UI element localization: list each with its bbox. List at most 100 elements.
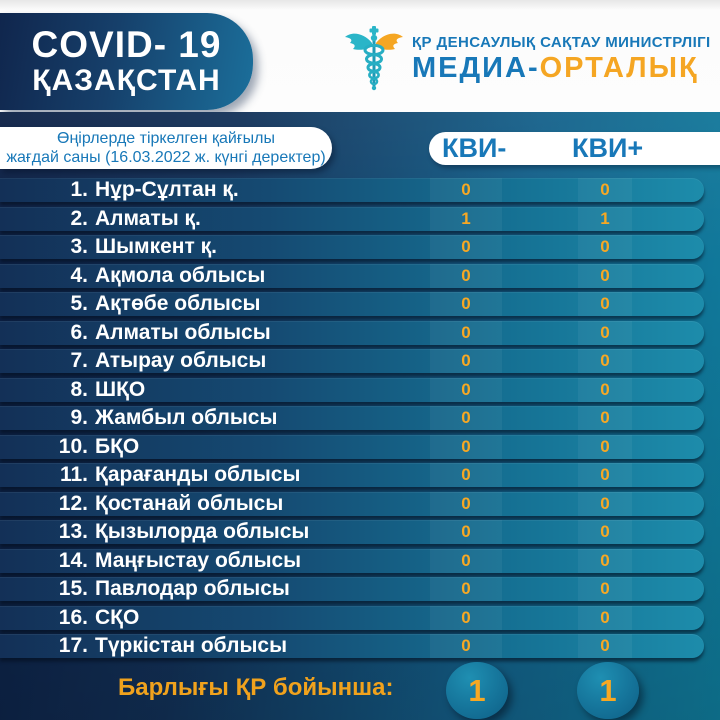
table-row: 8. ШҚО 0 0 <box>0 377 704 402</box>
table-row: 7. Атырау облысы 0 0 <box>0 349 704 373</box>
kvi-minus-value: 0 <box>461 351 471 370</box>
kvi-plus-column-strip <box>578 292 632 316</box>
total-label: Барлығы ҚР бойынша: <box>118 674 394 701</box>
kvi-plus-column-strip <box>578 377 632 402</box>
region-name: СҚО <box>95 605 140 629</box>
total-kvi-plus-badge: 1 <box>577 662 639 719</box>
region-rank: 1. <box>70 178 88 201</box>
region-rank: 14. <box>58 548 88 572</box>
table-row: 4. Ақмола облысы 0 0 <box>0 263 704 288</box>
region-name: Алматы облысы <box>95 320 271 344</box>
table-row: 9. Жамбыл облысы 0 0 <box>0 406 704 430</box>
total-kvi-plus-value: 1 <box>599 672 617 708</box>
kvi-minus-column-strip <box>430 520 502 544</box>
region-name: Қостанай облысы <box>95 491 284 515</box>
kvi-plus-value: 0 <box>600 408 610 427</box>
report-subtitle-line2: жағдай саны (16.03.2022 ж. күнгі деректе… <box>6 149 326 166</box>
region-rank: 16. <box>58 605 88 629</box>
kvi-minus-column-strip <box>430 235 502 259</box>
kvi-plus-value: 0 <box>600 265 610 285</box>
region-name: Алматы қ. <box>95 206 201 230</box>
region-rank: 8. <box>70 377 88 401</box>
kvi-minus-column-strip <box>430 320 502 345</box>
table-row: 11. Қарағанды облысы 0 0 <box>0 463 704 487</box>
region-name: Түркістан облысы <box>95 634 288 657</box>
kvi-plus-column-strip <box>578 605 632 630</box>
kvi-plus-value: 0 <box>600 522 610 541</box>
kvi-minus-column-strip <box>430 434 502 459</box>
kvi-plus-column-strip <box>578 577 632 601</box>
kvi-plus-column-strip <box>578 463 632 487</box>
kvi-plus-value: 0 <box>600 351 610 370</box>
kvi-minus-value: 0 <box>461 550 471 570</box>
kvi-minus-column-strip <box>430 292 502 316</box>
badge-title: COVID- 19 <box>31 23 222 65</box>
column-header-kvi-minus: КВИ- <box>442 133 507 163</box>
kvi-plus-value: 0 <box>600 579 610 598</box>
table-row: 14. Маңғыстау облысы 0 0 <box>0 548 704 573</box>
badge-subtitle: ҚАЗАҚСТАН <box>32 64 221 98</box>
region-name: ШҚО <box>95 377 146 401</box>
kvi-minus-column-strip <box>430 178 502 202</box>
kvi-minus-value: 0 <box>461 237 471 256</box>
kvi-minus-value: 0 <box>461 265 471 285</box>
kvi-plus-column-strip <box>578 349 632 373</box>
kvi-minus-column-strip <box>430 406 502 430</box>
column-header-kvi-plus: КВИ+ <box>572 133 644 163</box>
table-row: 12. Қостанай облысы 0 0 <box>0 491 704 516</box>
table-row: 17. Түркістан облысы 0 0 <box>0 634 704 658</box>
total-kvi-minus-badge: 1 <box>446 662 508 719</box>
kvi-plus-value: 0 <box>600 436 610 456</box>
total-kvi-minus-value: 1 <box>468 672 486 708</box>
kvi-minus-value: 0 <box>461 607 471 627</box>
kvi-minus-value: 0 <box>461 522 471 541</box>
kvi-minus-column-strip <box>430 491 502 516</box>
table-row: 3. Шымкент қ. 0 0 <box>0 235 704 259</box>
kvi-plus-column-strip <box>578 634 632 658</box>
region-rank: 15. <box>58 577 88 600</box>
kvi-plus-value: 0 <box>600 180 610 199</box>
region-rank: 7. <box>70 349 88 372</box>
kvi-minus-column-strip <box>430 577 502 601</box>
kvi-plus-value: 0 <box>600 550 610 570</box>
kvi-plus-value: 0 <box>600 322 610 342</box>
kvi-plus-value: 0 <box>600 493 610 513</box>
region-rank: 17. <box>58 634 88 657</box>
region-name: Нұр-Сұлтан қ. <box>95 178 239 201</box>
kvi-plus-value: 0 <box>600 636 610 655</box>
region-rank: 3. <box>70 235 88 258</box>
table-row: 2. Алматы қ. 1 1 <box>0 206 704 231</box>
kvi-minus-value: 0 <box>461 493 471 513</box>
region-rank: 10. <box>58 434 88 458</box>
kvi-minus-value: 0 <box>461 579 471 598</box>
kvi-plus-column-strip <box>578 263 632 288</box>
kvi-plus-value: 0 <box>600 294 610 313</box>
table-row: 10. БҚО 0 0 <box>0 434 704 459</box>
kvi-plus-value: 0 <box>600 379 610 399</box>
kvi-minus-value: 0 <box>461 436 471 456</box>
region-name: Ақтөбе облысы <box>95 292 261 315</box>
region-rank: 2. <box>70 206 88 230</box>
region-table: 1. Нұр-Сұлтан қ. 0 0 2. Алматы қ. 1 1 3.… <box>0 178 704 663</box>
kvi-minus-column-strip <box>430 349 502 373</box>
kvi-plus-column-strip <box>578 178 632 202</box>
table-row: 1. Нұр-Сұлтан қ. 0 0 <box>0 178 704 202</box>
kvi-minus-value: 1 <box>461 208 471 228</box>
table-row: 13. Қызылорда облысы 0 0 <box>0 520 704 544</box>
kvi-minus-value: 0 <box>461 408 471 427</box>
kvi-minus-column-strip <box>430 206 502 231</box>
logo-text: ҚР ДЕНСАУЛЫҚ САҚТАУ МИНИСТРЛІГІ МЕДИА-ОР… <box>412 26 711 85</box>
media-center-name-orange: ОРТАЛЫҚ <box>539 52 699 84</box>
kvi-minus-value: 0 <box>461 180 471 199</box>
kvi-minus-column-strip <box>430 605 502 630</box>
report-subtitle: Өңірлерде тіркелген қайғылы жағдай саны … <box>0 127 332 169</box>
kvi-minus-column-strip <box>430 463 502 487</box>
region-rank: 4. <box>70 263 88 287</box>
region-rank: 6. <box>70 320 88 344</box>
caduceus-icon <box>345 26 403 91</box>
table-row: 6. Алматы облысы 0 0 <box>0 320 704 345</box>
kvi-plus-column-strip <box>578 491 632 516</box>
region-name: Ақмола облысы <box>95 263 266 287</box>
table-row: 5. Ақтөбе облысы 0 0 <box>0 292 704 316</box>
